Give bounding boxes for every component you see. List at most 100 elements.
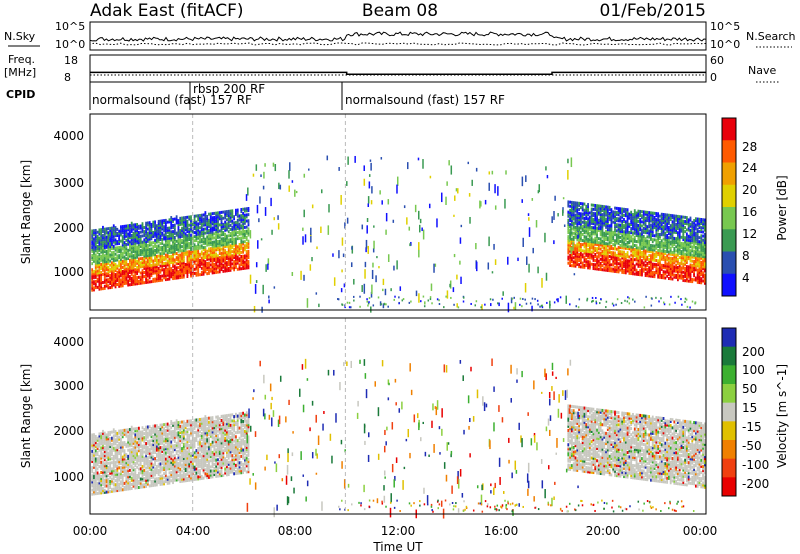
power-cell xyxy=(594,226,597,230)
power-cell xyxy=(664,243,667,247)
power-cell xyxy=(103,233,106,237)
power-cell xyxy=(581,206,584,210)
power-cell xyxy=(215,213,218,217)
power-cell xyxy=(231,266,234,270)
power-cell xyxy=(583,227,586,231)
vel-cell xyxy=(105,453,108,457)
vel-cell xyxy=(114,472,117,476)
vel-cell xyxy=(116,487,119,491)
vel-cell xyxy=(94,477,97,481)
power-cell xyxy=(226,265,228,269)
power-cell xyxy=(668,268,670,272)
power-cell xyxy=(186,250,189,254)
power-cell xyxy=(696,280,699,284)
power-cell xyxy=(666,221,669,225)
vel-cell xyxy=(96,463,99,467)
power-cell xyxy=(123,249,126,253)
power-cell xyxy=(644,241,647,245)
power-cell xyxy=(664,237,667,241)
vel-cell xyxy=(96,461,99,465)
power-cell xyxy=(242,262,245,266)
power-cell xyxy=(235,249,237,253)
power-cell xyxy=(199,240,201,244)
power-cell xyxy=(578,236,580,240)
power-cell xyxy=(590,252,593,256)
power-ground-cell xyxy=(344,306,346,309)
power-cell xyxy=(120,284,122,288)
power-cell xyxy=(188,262,191,266)
power-cell xyxy=(195,222,198,226)
power-cell xyxy=(621,230,624,234)
power-cell xyxy=(132,258,135,262)
power-cell xyxy=(123,232,126,236)
power-cell xyxy=(244,213,246,217)
power-cell xyxy=(123,245,126,249)
power-cell xyxy=(632,215,634,219)
power-cell xyxy=(159,219,162,223)
power-cell xyxy=(222,253,225,257)
power-cell xyxy=(173,229,176,233)
vel-cell xyxy=(93,459,95,463)
power-cell xyxy=(569,257,571,261)
power-cell xyxy=(118,237,121,241)
power-cell xyxy=(244,248,246,252)
power-cell xyxy=(172,240,174,244)
power-cell xyxy=(172,236,174,240)
power-cell xyxy=(227,213,230,217)
power-cell xyxy=(578,212,580,216)
power-scatter-cell xyxy=(491,170,494,175)
power-cell xyxy=(161,262,164,266)
power-cell xyxy=(111,285,113,289)
power-cell xyxy=(197,273,200,277)
noise-search-line xyxy=(89,42,707,46)
power-cell xyxy=(668,228,670,232)
power-cell xyxy=(605,244,607,248)
power-cell xyxy=(233,251,236,255)
power-cell xyxy=(112,269,115,273)
power-cell xyxy=(624,224,627,228)
power-cell xyxy=(127,236,130,240)
power-cell xyxy=(204,254,207,258)
power-cell xyxy=(107,243,110,247)
power-cell xyxy=(137,267,140,271)
power-cell xyxy=(163,276,165,280)
power-cell xyxy=(583,225,586,229)
power-cell xyxy=(154,238,156,242)
power-cell xyxy=(173,244,176,248)
power-cell xyxy=(585,229,588,233)
power-cell xyxy=(103,250,106,254)
power-cell xyxy=(242,242,245,246)
power-cell xyxy=(190,233,192,237)
power-cell xyxy=(190,235,192,239)
power-cell xyxy=(208,229,210,233)
power-cell xyxy=(170,273,173,277)
power-cell xyxy=(696,260,699,264)
power-cell xyxy=(161,278,164,282)
power-cell xyxy=(691,224,694,228)
power-cell xyxy=(700,262,703,266)
vel-cell xyxy=(91,451,94,455)
power-cell xyxy=(623,244,625,248)
power-cell xyxy=(585,213,588,217)
power-cell xyxy=(676,276,679,280)
power-scatter-cell xyxy=(268,299,270,304)
power-ground-cell xyxy=(605,306,607,309)
power-cell xyxy=(107,235,110,239)
power-cell xyxy=(154,253,156,257)
power-cell xyxy=(111,277,113,281)
power-cell xyxy=(615,219,618,223)
power-cell xyxy=(112,277,115,281)
power-cell xyxy=(606,232,609,236)
power-cell xyxy=(676,221,679,225)
power-cell xyxy=(693,239,695,243)
power-ground-cell xyxy=(346,301,349,304)
power-cell xyxy=(669,256,672,260)
power-cell xyxy=(233,217,236,221)
vel-cell xyxy=(103,441,106,445)
vel-cell xyxy=(116,489,119,493)
power-cell xyxy=(694,241,697,245)
power-cell xyxy=(155,250,158,254)
power-cell xyxy=(209,249,212,253)
power-cell xyxy=(118,262,121,266)
power-cell xyxy=(136,261,138,265)
